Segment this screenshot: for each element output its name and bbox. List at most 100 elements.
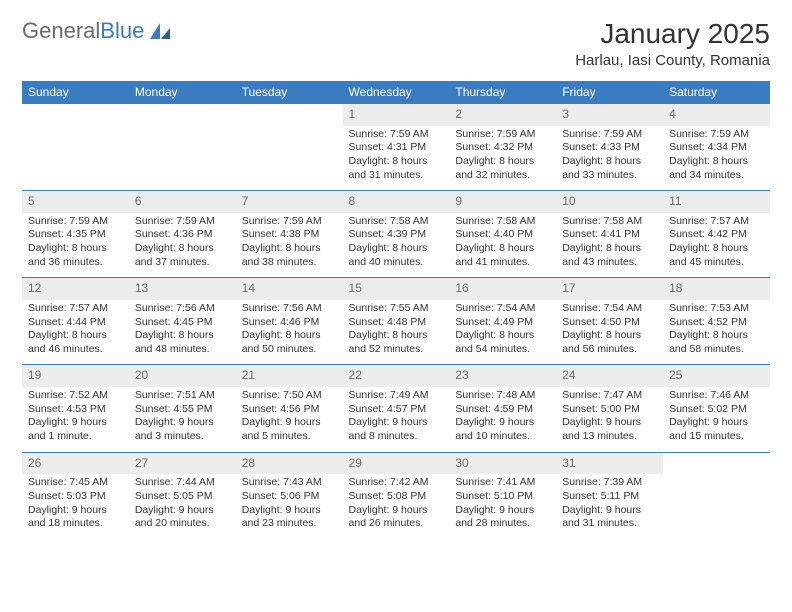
daynum-row: 12131415161718 [22,278,770,300]
day-number-cell: 25 [663,365,770,387]
sail-icon [148,21,172,41]
day-header: Saturday [663,81,770,104]
day-detail-cell: Sunrise: 7:59 AMSunset: 4:34 PMDaylight:… [663,126,770,191]
day-number-cell: 8 [343,191,450,213]
daylight-line: Daylight: 9 hours and 31 minutes. [562,504,657,531]
day-number-cell: 24 [556,365,663,387]
day-number-cell: 1 [343,104,450,126]
location-text: Harlau, Iasi County, Romania [575,52,770,69]
sunset-line: Sunset: 4:55 PM [135,403,230,417]
day-detail-cell: Sunrise: 7:59 AMSunset: 4:31 PMDaylight:… [343,126,450,191]
day-detail-cell: Sunrise: 7:54 AMSunset: 4:50 PMDaylight:… [556,300,663,365]
day-number-cell: 3 [556,104,663,126]
sunrise-line: Sunrise: 7:39 AM [562,476,657,490]
day-number-cell [236,104,343,126]
sunrise-line: Sunrise: 7:45 AM [28,476,123,490]
sunrise-line: Sunrise: 7:51 AM [135,389,230,403]
sunset-line: Sunset: 4:35 PM [28,228,123,242]
sunset-line: Sunset: 4:31 PM [349,141,444,155]
day-detail-cell: Sunrise: 7:46 AMSunset: 5:02 PMDaylight:… [663,387,770,452]
sunset-line: Sunset: 5:05 PM [135,490,230,504]
daylight-line: Daylight: 8 hours and 32 minutes. [455,155,550,182]
day-number-cell [129,104,236,126]
daylight-line: Daylight: 8 hours and 31 minutes. [349,155,444,182]
day-number-cell: 11 [663,191,770,213]
sunrise-line: Sunrise: 7:55 AM [349,302,444,316]
day-number-cell: 13 [129,278,236,300]
day-header-row: Sunday Monday Tuesday Wednesday Thursday… [22,81,770,104]
sunset-line: Sunset: 4:39 PM [349,228,444,242]
day-number-cell: 4 [663,104,770,126]
daynum-row: 1234 [22,104,770,126]
sunset-line: Sunset: 4:49 PM [455,316,550,330]
day-detail-cell: Sunrise: 7:58 AMSunset: 4:41 PMDaylight:… [556,213,663,278]
day-detail-cell: Sunrise: 7:56 AMSunset: 4:45 PMDaylight:… [129,300,236,365]
sunset-line: Sunset: 4:56 PM [242,403,337,417]
day-detail-cell: Sunrise: 7:56 AMSunset: 4:46 PMDaylight:… [236,300,343,365]
sunrise-line: Sunrise: 7:48 AM [455,389,550,403]
day-detail-cell: Sunrise: 7:44 AMSunset: 5:05 PMDaylight:… [129,474,236,539]
daylight-line: Daylight: 9 hours and 18 minutes. [28,504,123,531]
daylight-line: Daylight: 9 hours and 10 minutes. [455,416,550,443]
day-detail-cell: Sunrise: 7:39 AMSunset: 5:11 PMDaylight:… [556,474,663,539]
sunrise-line: Sunrise: 7:50 AM [242,389,337,403]
day-number-cell: 31 [556,452,663,474]
day-detail-cell [129,126,236,191]
day-number-cell: 2 [449,104,556,126]
day-detail-cell: Sunrise: 7:58 AMSunset: 4:40 PMDaylight:… [449,213,556,278]
header: GeneralBlue January 2025 Harlau, Iasi Co… [22,18,770,69]
day-number-cell [663,452,770,474]
sunset-line: Sunset: 4:41 PM [562,228,657,242]
daylight-line: Daylight: 8 hours and 48 minutes. [135,329,230,356]
detail-row: Sunrise: 7:59 AMSunset: 4:35 PMDaylight:… [22,213,770,278]
day-number-cell: 12 [22,278,129,300]
sunset-line: Sunset: 5:03 PM [28,490,123,504]
daylight-line: Daylight: 8 hours and 37 minutes. [135,242,230,269]
sunset-line: Sunset: 4:53 PM [28,403,123,417]
daylight-line: Daylight: 8 hours and 56 minutes. [562,329,657,356]
daylight-line: Daylight: 9 hours and 15 minutes. [669,416,764,443]
sunset-line: Sunset: 4:38 PM [242,228,337,242]
day-number-cell: 30 [449,452,556,474]
day-detail-cell: Sunrise: 7:59 AMSunset: 4:35 PMDaylight:… [22,213,129,278]
day-detail-cell [236,126,343,191]
sunrise-line: Sunrise: 7:59 AM [669,128,764,142]
day-number-cell: 27 [129,452,236,474]
sunset-line: Sunset: 4:50 PM [562,316,657,330]
day-number-cell: 15 [343,278,450,300]
sunrise-line: Sunrise: 7:58 AM [562,215,657,229]
day-detail-cell: Sunrise: 7:59 AMSunset: 4:38 PMDaylight:… [236,213,343,278]
daylight-line: Daylight: 9 hours and 23 minutes. [242,504,337,531]
detail-row: Sunrise: 7:59 AMSunset: 4:31 PMDaylight:… [22,126,770,191]
sunrise-line: Sunrise: 7:46 AM [669,389,764,403]
sunrise-line: Sunrise: 7:58 AM [349,215,444,229]
daylight-line: Daylight: 8 hours and 58 minutes. [669,329,764,356]
sunset-line: Sunset: 5:08 PM [349,490,444,504]
brand-logo: GeneralBlue [22,18,172,44]
daylight-line: Daylight: 8 hours and 43 minutes. [562,242,657,269]
day-number-cell [22,104,129,126]
detail-row: Sunrise: 7:57 AMSunset: 4:44 PMDaylight:… [22,300,770,365]
sunrise-line: Sunrise: 7:53 AM [669,302,764,316]
month-title: January 2025 [575,18,770,50]
daylight-line: Daylight: 8 hours and 54 minutes. [455,329,550,356]
day-header: Tuesday [236,81,343,104]
day-detail-cell: Sunrise: 7:57 AMSunset: 4:42 PMDaylight:… [663,213,770,278]
sunrise-line: Sunrise: 7:56 AM [242,302,337,316]
sunset-line: Sunset: 4:36 PM [135,228,230,242]
sunset-line: Sunset: 4:32 PM [455,141,550,155]
daylight-line: Daylight: 9 hours and 8 minutes. [349,416,444,443]
day-number-cell: 28 [236,452,343,474]
daylight-line: Daylight: 8 hours and 34 minutes. [669,155,764,182]
day-number-cell: 20 [129,365,236,387]
daylight-line: Daylight: 9 hours and 5 minutes. [242,416,337,443]
title-block: January 2025 Harlau, Iasi County, Romani… [575,18,770,69]
day-detail-cell: Sunrise: 7:51 AMSunset: 4:55 PMDaylight:… [129,387,236,452]
sunset-line: Sunset: 4:52 PM [669,316,764,330]
day-header: Friday [556,81,663,104]
sunset-line: Sunset: 4:40 PM [455,228,550,242]
daylight-line: Daylight: 9 hours and 28 minutes. [455,504,550,531]
sunset-line: Sunset: 5:00 PM [562,403,657,417]
sunrise-line: Sunrise: 7:44 AM [135,476,230,490]
daylight-line: Daylight: 8 hours and 36 minutes. [28,242,123,269]
